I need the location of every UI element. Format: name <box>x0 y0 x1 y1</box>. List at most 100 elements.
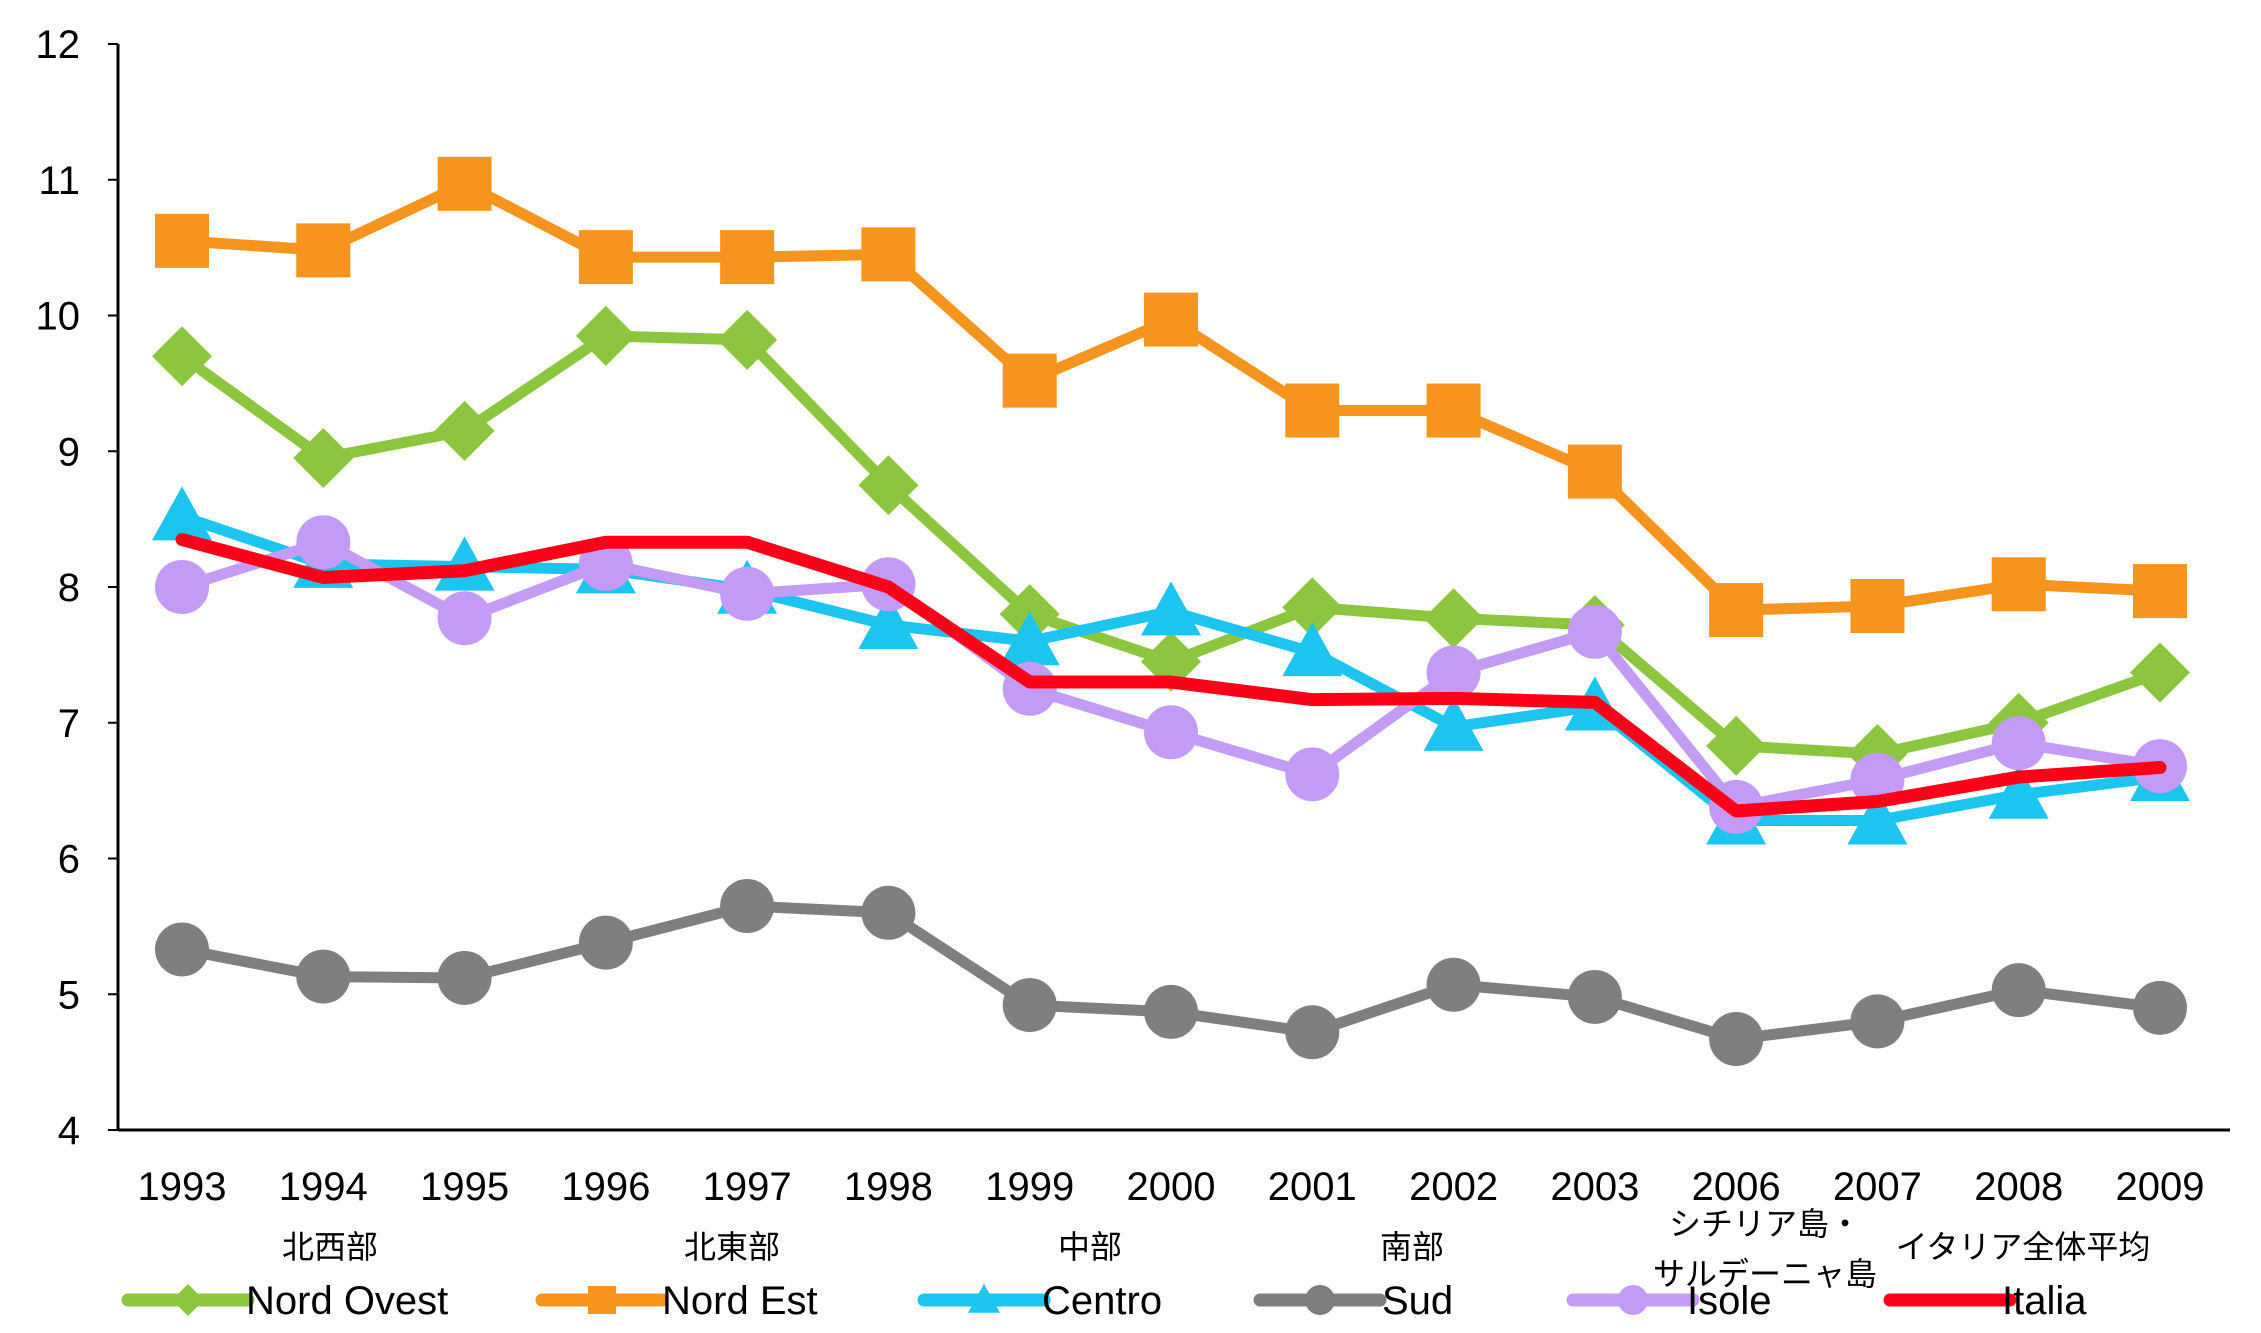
data-point-isole-marker <box>1285 747 1340 802</box>
legend-nordovest-marker <box>172 1284 204 1316</box>
x-tick-label: 2001 <box>1268 1165 1357 1209</box>
x-tick-label: 1996 <box>561 1165 650 1209</box>
data-point-nordest-marker <box>2133 564 2187 619</box>
data-point-nordest-marker <box>155 213 209 268</box>
data-point-nordest-marker <box>578 230 633 285</box>
legend-label-italia: Italia <box>2002 1279 2087 1323</box>
legend-label-isole: Isole <box>1687 1279 1772 1323</box>
x-tick-label: 2003 <box>1550 1165 1639 1209</box>
y-tick-labels: 4 5 6 7 8 9 10 11 12 <box>36 23 118 1153</box>
data-point-sud-marker <box>155 922 209 977</box>
data-point-nordovest-marker <box>1423 588 1484 649</box>
legend-item-nordest: Nord Est 北東部 <box>535 1228 818 1323</box>
data-point-centro-marker <box>152 486 212 541</box>
legend-item-isole: Isole シチリア島・サルデーニャ島 <box>1566 1205 1877 1323</box>
data-point-nordovest-marker <box>434 400 495 461</box>
data-point-nordovest-marker <box>1282 577 1343 638</box>
data-point-nordovest-marker <box>575 305 636 366</box>
data-point-isole-marker <box>720 566 775 621</box>
data-point-sud-marker <box>861 885 916 940</box>
data-point-nordovest-marker <box>2130 642 2190 703</box>
x-tick-label: 2007 <box>1833 1165 1922 1209</box>
data-point-centro-marker <box>1423 696 1484 751</box>
data-point-nordest-marker <box>296 223 351 278</box>
x-tick-label: 1998 <box>844 1165 933 1209</box>
legend-jp-label-nordest: 北東部 <box>684 1228 780 1266</box>
legend-item-centro: Centro 中部 <box>917 1228 1162 1323</box>
data-point-isole-marker <box>296 515 351 570</box>
legend-sud-marker <box>1305 1285 1335 1315</box>
data-point-nordest-marker <box>1850 579 1905 634</box>
data-point-sud-marker <box>1991 963 2046 1018</box>
y-tick-label: 5 <box>58 973 80 1017</box>
data-point-nordovest-marker <box>293 428 354 489</box>
data-point-nordest-marker <box>1426 383 1481 438</box>
data-point-sud-marker <box>1144 984 1198 1039</box>
legend-nordest-marker <box>588 1286 616 1314</box>
x-tick-label: 1995 <box>420 1165 509 1209</box>
legend-jp-label-line1-isole: シチリア島・ <box>1669 1205 1861 1243</box>
legend-label-centro: Centro <box>1042 1279 1162 1323</box>
legend-label-sud: Sud <box>1382 1279 1453 1323</box>
y-tick-label: 7 <box>58 702 80 746</box>
x-tick-label: 1993 <box>138 1165 227 1209</box>
x-tick-label: 2008 <box>1974 1165 2063 1209</box>
data-point-isole-marker <box>437 591 492 646</box>
legend-label-nordest: Nord Est <box>662 1279 818 1323</box>
data-point-isole-marker <box>1426 645 1481 700</box>
data-point-sud-marker <box>437 950 492 1005</box>
data-point-nordest-marker <box>437 156 492 211</box>
data-point-nordest-marker <box>1144 292 1198 347</box>
y-tick-label: 6 <box>58 838 80 882</box>
data-point-nordovest-marker <box>717 309 778 370</box>
legend-item-nordovest: Nord Ovest 北西部 <box>121 1228 448 1323</box>
legend-item-sud: Sud 南部 <box>1253 1228 1453 1323</box>
y-tick-label: 10 <box>36 295 81 339</box>
y-tick-label: 9 <box>58 430 80 474</box>
data-point-centro-marker <box>1282 622 1343 677</box>
y-tick-label: 4 <box>58 1109 80 1153</box>
series-nordest <box>155 156 2187 638</box>
data-point-sud-marker <box>296 949 351 1004</box>
legend-isole-marker <box>1618 1285 1648 1315</box>
x-tick-label: 2009 <box>2116 1165 2205 1209</box>
y-tick-label: 8 <box>58 566 80 610</box>
data-point-nordovest-marker <box>1706 715 1767 776</box>
data-point-nordest-marker <box>1285 383 1340 438</box>
data-point-centro-marker <box>858 595 919 650</box>
legend-centro-marker <box>968 1284 1000 1313</box>
data-point-sud-marker <box>720 879 775 934</box>
x-tick-label: 2006 <box>1692 1165 1781 1209</box>
data-point-centro-marker <box>1141 581 1201 636</box>
data-point-isole-marker <box>1991 716 2046 771</box>
data-point-isole-marker <box>155 560 209 614</box>
data-point-nordest-marker <box>1567 444 1622 499</box>
series-line-italia <box>175 532 2167 818</box>
data-point-nordovest-marker <box>152 326 212 387</box>
data-point-sud-marker <box>1002 978 1057 1033</box>
x-tick-label: 1994 <box>279 1165 368 1209</box>
x-tick-label: 2000 <box>1127 1165 1216 1209</box>
data-point-nordest-marker <box>1709 583 1764 638</box>
legend-jp-label-centro: 中部 <box>1058 1228 1122 1266</box>
data-point-sud-marker <box>1850 994 1905 1049</box>
legend-label-nordovest: Nord Ovest <box>246 1279 448 1323</box>
data-point-nordest-marker <box>1991 557 2046 612</box>
y-tick-label: 11 <box>38 159 80 203</box>
series-sud <box>155 879 2187 1067</box>
legend: Nord Ovest 北西部 Nord Est 北東部 Centro 中部 Sud 南部 Iso… <box>121 1205 2151 1323</box>
data-point-sud-marker <box>2133 980 2187 1035</box>
data-point-nordest-marker <box>861 227 916 282</box>
x-tick-label: 1997 <box>703 1165 792 1209</box>
x-tick-label: 1999 <box>985 1165 1074 1209</box>
legend-jp-label-italia: イタリア全体平均 <box>1896 1228 2151 1266</box>
data-point-sud-marker <box>578 915 633 970</box>
y-tick-label: 12 <box>36 23 81 67</box>
data-point-centro-marker <box>1988 764 2049 819</box>
x-tick-label: 2002 <box>1409 1165 1498 1209</box>
data-point-sud-marker <box>1285 1005 1340 1060</box>
data-point-isole-marker <box>1144 705 1198 760</box>
series-italia <box>175 532 2167 818</box>
data-point-sud-marker <box>1426 957 1481 1012</box>
legend-jp-label-sud: 南部 <box>1380 1228 1444 1266</box>
